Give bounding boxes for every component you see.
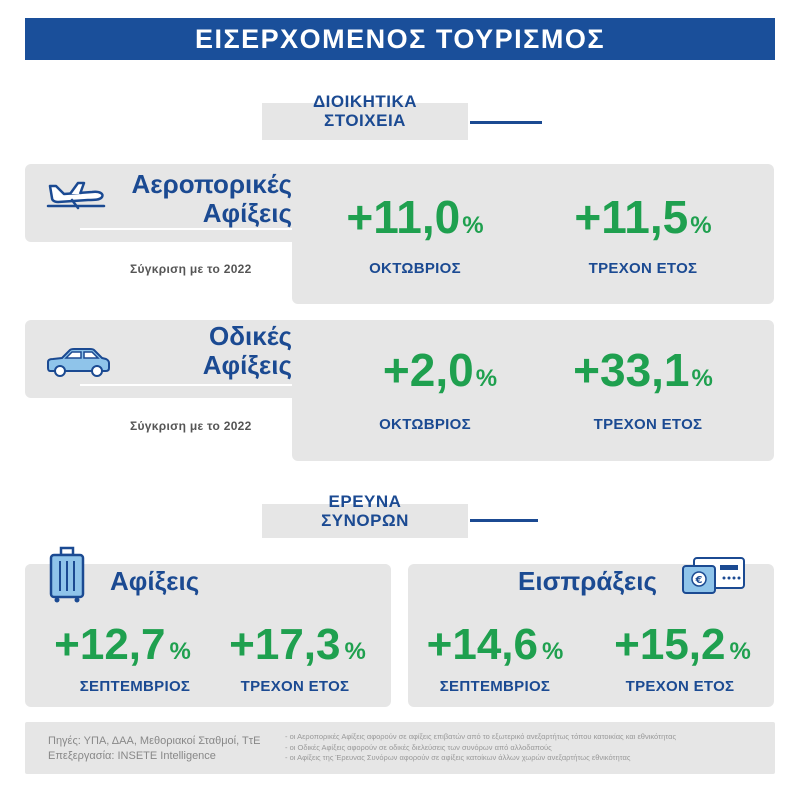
car-icon xyxy=(47,348,110,377)
arrivals-title: Αφίξεις xyxy=(110,566,200,596)
receipts-ytd-pct: % xyxy=(729,638,751,665)
road-values-panel xyxy=(292,355,774,461)
air-title-underline xyxy=(80,228,292,230)
section-border-line1: ΕΡΕΥΝΑ xyxy=(328,492,402,511)
receipts-ytd-value: +15,2% xyxy=(595,620,770,670)
road-month-pct: % xyxy=(475,365,498,392)
footer-note-2: - οι Οδικές Αφίξεις αφορούν σε οδικές δι… xyxy=(285,742,552,752)
footer-notes: - οι Αεροπορικές Αφίξεις αφορούν σε αφίξ… xyxy=(285,732,769,764)
road-title: Οδικές Αφίξεις xyxy=(100,322,292,380)
footer-panel xyxy=(25,722,775,774)
air-values-panel xyxy=(292,200,774,304)
footer-note-1: - οι Αεροπορικές Αφίξεις αφορούν σε αφίξ… xyxy=(285,732,677,741)
section-admin-rule xyxy=(470,121,542,124)
air-month-pct: % xyxy=(462,212,484,239)
suitcase-icon xyxy=(49,546,85,603)
arrivals-ytd-value: +17,3% xyxy=(210,620,385,670)
footer-processing-line: Επεξεργασία: INSETE Intelligence xyxy=(48,750,216,762)
receipts-month-number: +14,6 xyxy=(426,620,538,669)
road-month-value: +2,0% xyxy=(345,343,535,397)
receipts-month-pct: % xyxy=(542,638,564,665)
arrivals-ytd-number: +17,3 xyxy=(229,620,341,669)
arrivals-month-value: +12,7% xyxy=(35,620,210,670)
arrivals-values-panel xyxy=(25,564,391,707)
road-ytd-label: ΤΡΕΧΟΝ ΕΤΟΣ xyxy=(593,416,703,433)
section-admin-line1: ΔΙΟΙΚΗΤΙΚΑ xyxy=(312,92,418,111)
road-month-number: +2,0 xyxy=(382,344,474,396)
arrivals-month-label: ΣΕΠΤΕΜΒΡΙΟΣ xyxy=(79,678,191,695)
section-admin-line2: ΣΤΟΙΧΕΙΑ xyxy=(324,111,406,130)
footer-sources: Πηγές: ΥΠΑ, ΔΑΑ, Μεθοριακοί Σταθμοί, ΤτΕ… xyxy=(48,734,283,764)
air-month-number: +11,0 xyxy=(346,191,461,243)
airplane-icon xyxy=(46,181,106,210)
road-title-line2: Αφίξεις xyxy=(202,350,292,380)
air-ytd-pct: % xyxy=(690,212,712,239)
page-title: ΕΙΣΕΡΧΟΜΕΝΟΣ ΤΟΥΡΙΣΜΟΣ xyxy=(25,18,775,60)
road-compare-note: Σύγκριση με το 2022 xyxy=(130,419,252,433)
air-title: Αεροπορικές Αφίξεις xyxy=(100,170,292,228)
air-ytd-value: +11,5% xyxy=(548,190,738,244)
svg-text:€: € xyxy=(695,575,703,586)
receipts-title: Εισπράξεις xyxy=(518,566,657,596)
receipts-ytd-label: ΤΡΕΧΟΝ ΕΤΟΣ xyxy=(625,678,735,695)
road-title-line1: Οδικές xyxy=(209,321,292,351)
road-ytd-number: +33,1 xyxy=(573,344,690,396)
section-border-rule xyxy=(470,519,538,522)
air-month-label: ΟΚΤΩΒΡΙΟΣ xyxy=(369,260,461,277)
road-month-label: ΟΚΤΩΒΡΙΟΣ xyxy=(379,416,471,433)
air-title-line2: Αφίξεις xyxy=(202,198,292,228)
air-title-line1: Αεροπορικές xyxy=(131,169,292,199)
arrivals-month-pct: % xyxy=(169,638,191,665)
section-border-label-bg xyxy=(262,504,468,538)
air-ytd-number: +11,5 xyxy=(574,191,689,243)
section-admin-label-bg xyxy=(262,103,468,140)
arrivals-ytd-pct: % xyxy=(344,638,366,665)
receipts-ytd-number: +15,2 xyxy=(614,620,726,669)
footer-note-3: - οι Αφίξεις της Έρευνας Συνόρων αφορούν… xyxy=(285,753,631,762)
section-admin-heading: ΔΙΟΙΚΗΤΙΚΑ ΣΤΟΙΧΕΙΑ xyxy=(262,92,468,130)
air-compare-note: Σύγκριση με το 2022 xyxy=(130,262,252,276)
road-title-underline xyxy=(80,384,292,386)
air-month-value: +11,0% xyxy=(320,190,510,244)
arrivals-month-number: +12,7 xyxy=(54,620,166,669)
footer-sources-line: Πηγές: ΥΠΑ, ΔΑΑ, Μεθοριακοί Σταθμοί, ΤτΕ xyxy=(48,735,261,747)
section-border-line2: ΣΥΝΟΡΩΝ xyxy=(321,511,409,530)
section-border-heading: ΕΡΕΥΝΑ ΣΥΝΟΡΩΝ xyxy=(262,492,468,530)
road-ytd-pct: % xyxy=(691,365,713,392)
arrivals-ytd-label: ΤΡΕΧΟΝ ΕΤΟΣ xyxy=(240,678,350,695)
receipts-month-label: ΣΕΠΤΕΜΒΡΙΟΣ xyxy=(439,678,551,695)
air-ytd-label: ΤΡΕΧΟΝ ΕΤΟΣ xyxy=(588,260,698,277)
road-ytd-value: +33,1% xyxy=(548,343,738,397)
credit-card-icon: € xyxy=(682,557,745,594)
receipts-month-value: +14,6% xyxy=(405,620,585,670)
